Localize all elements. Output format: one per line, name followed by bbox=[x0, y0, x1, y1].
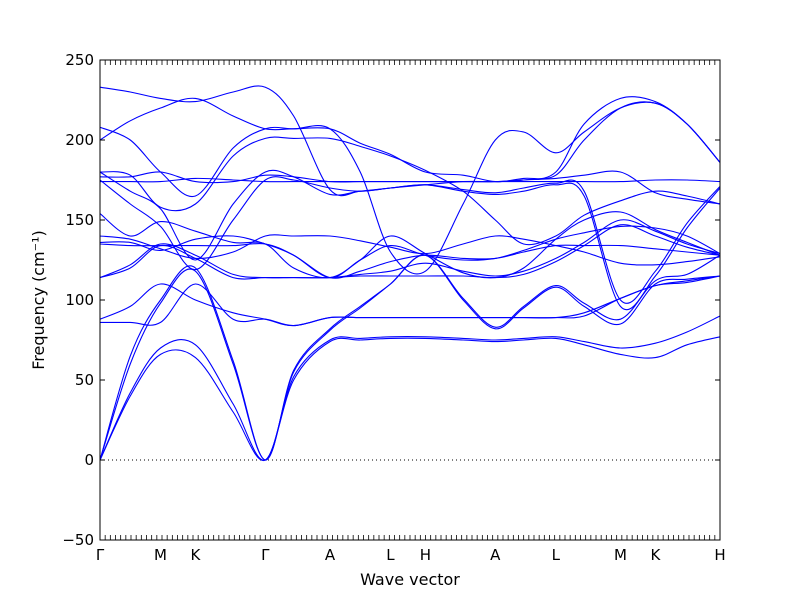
x-tick-label: H bbox=[420, 546, 431, 564]
x-tick-label: Γ bbox=[261, 546, 270, 564]
y-axis-label: Frequency (cm⁻¹) bbox=[29, 230, 48, 369]
y-tick-label: 0 bbox=[84, 451, 94, 469]
band-line-17 bbox=[99, 136, 721, 246]
x-tick-label: M bbox=[154, 546, 167, 564]
y-tick-layer: −50 0 50 100 150 200 250 bbox=[62, 51, 720, 549]
y-tick-label: −50 bbox=[62, 531, 94, 549]
y-tick-label: 150 bbox=[65, 211, 94, 229]
band-line-4 bbox=[99, 254, 721, 461]
x-tick-label: L bbox=[386, 546, 395, 564]
y-tick-label: 100 bbox=[65, 291, 94, 309]
x-tick-label: M bbox=[614, 546, 627, 564]
y-tick-label: 250 bbox=[65, 51, 94, 69]
x-tick-label: Γ bbox=[96, 546, 105, 564]
band-line-10 bbox=[99, 225, 721, 279]
x-tick-label: L bbox=[552, 546, 561, 564]
band-line-2 bbox=[99, 315, 721, 461]
band-line-8 bbox=[99, 219, 721, 279]
x-tick-label: K bbox=[191, 546, 202, 564]
band-line-16 bbox=[99, 170, 721, 205]
band-line-12 bbox=[99, 211, 721, 279]
band-line-20 bbox=[99, 85, 721, 197]
band-line-6 bbox=[99, 275, 721, 327]
series-layer bbox=[99, 85, 721, 461]
plot-frame bbox=[99, 59, 721, 541]
band-line-19 bbox=[99, 101, 721, 275]
x-tick-label: A bbox=[490, 546, 501, 564]
x-axis-label: Wave vector bbox=[360, 570, 460, 589]
y-tick-label: 50 bbox=[75, 371, 94, 389]
y-tick-label: 200 bbox=[65, 131, 94, 149]
plot-area bbox=[100, 60, 720, 540]
x-tick-label: A bbox=[325, 546, 336, 564]
band-line-9 bbox=[99, 242, 721, 279]
x-tick-label: K bbox=[650, 546, 661, 564]
band-line-7 bbox=[99, 224, 721, 280]
x-tick-label: H bbox=[714, 546, 725, 564]
band-line-14 bbox=[99, 169, 721, 304]
band-line-1 bbox=[99, 336, 721, 461]
